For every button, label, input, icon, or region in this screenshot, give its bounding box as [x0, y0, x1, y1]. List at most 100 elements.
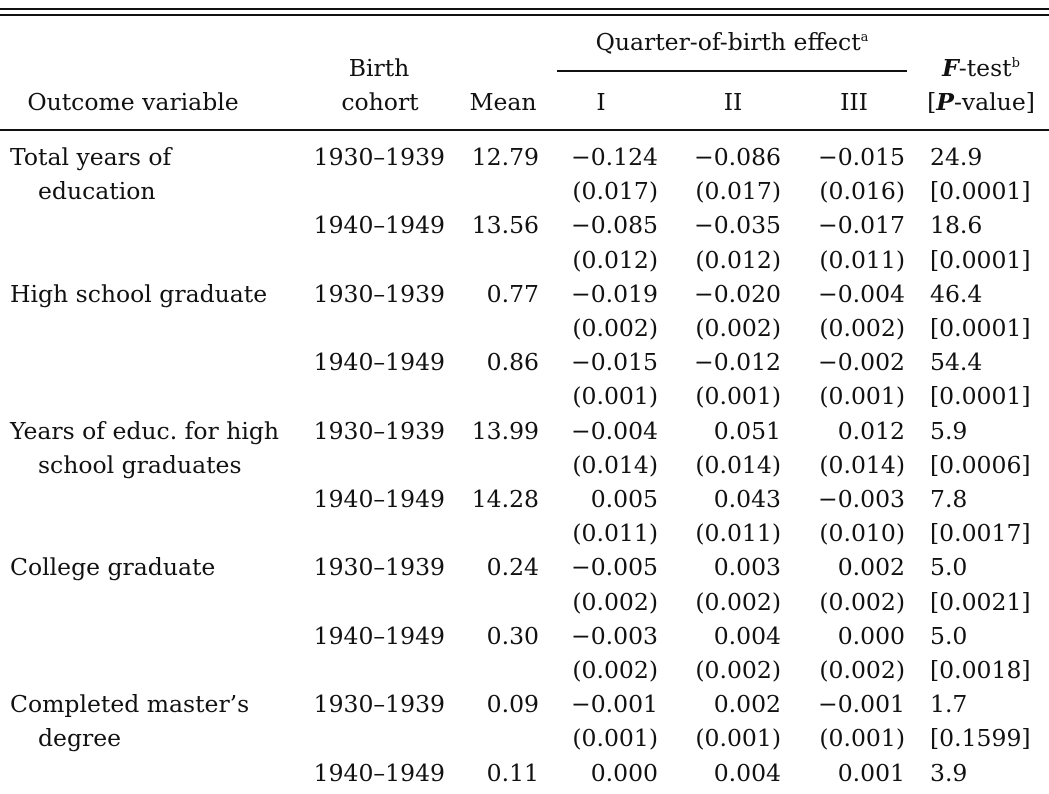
- cell-mean: 13.99: [471, 416, 539, 445]
- cell-q3: −0.002: [818, 348, 905, 377]
- cell-cohort: 1940–1949: [313, 485, 445, 513]
- cell-q2: 0.051: [713, 416, 781, 445]
- cell-q1: (0.002): [572, 656, 658, 684]
- cell-q3: 0.002: [837, 553, 905, 582]
- cell-q1: (0.001): [572, 724, 658, 753]
- cell-outcome: Total years of: [10, 143, 172, 171]
- cell-q2: 0.003: [713, 553, 781, 582]
- cell-f: 46.4: [930, 279, 983, 308]
- cell-q2: (0.011): [695, 519, 781, 548]
- cell-f: [0.0021]: [930, 587, 1031, 616]
- cell-q1: −0.015: [571, 348, 658, 377]
- cell-outcome: High school graduate: [10, 279, 268, 308]
- cell-q3: −0.017: [818, 211, 905, 240]
- header-q2: II: [723, 88, 743, 116]
- header-cohort: cohort: [341, 88, 419, 116]
- cell-f: 1.7: [930, 690, 968, 719]
- header-q1: I: [596, 88, 606, 116]
- cell-f: [0.0001]: [930, 245, 1031, 274]
- cell-mean: 13.56: [471, 211, 539, 240]
- cell-q1: (0.002): [572, 587, 658, 616]
- cell-f: 7.8: [930, 485, 968, 513]
- cell-q3: −0.004: [818, 279, 905, 308]
- header-quarter-effect: Quarter-of-birth effecta: [595, 28, 869, 56]
- cell-f: [0.0006]: [930, 450, 1031, 479]
- cell-q3: 0.001: [837, 758, 905, 787]
- cell-cohort: 1930–1939: [313, 416, 445, 445]
- cell-q3: (0.002): [819, 656, 905, 684]
- cell-q3: (0.014): [819, 450, 905, 479]
- header-mean: Mean: [469, 88, 537, 116]
- cell-q1: (0.011): [572, 519, 658, 548]
- cell-f: [0.0001]: [930, 382, 1031, 411]
- cell-q2: (0.014): [695, 450, 781, 479]
- cell-outcome: Completed master’s: [10, 690, 250, 719]
- header-birth: Birth: [348, 54, 410, 82]
- cell-f: [0.0001]: [930, 177, 1031, 206]
- cell-mean: 14.28: [471, 485, 539, 513]
- cell-f: 3.9: [930, 758, 968, 787]
- cell-f: 18.6: [930, 211, 983, 240]
- cell-q2: (0.012): [695, 245, 781, 274]
- cell-q3: 0.000: [837, 621, 905, 650]
- cell-q3: −0.015: [818, 143, 905, 171]
- cell-q1: (0.017): [572, 177, 658, 206]
- cell-q2: (0.001): [695, 382, 781, 411]
- cell-q1: −0.001: [571, 690, 658, 719]
- cell-q2: 0.043: [713, 485, 781, 513]
- cell-mean: 0.86: [486, 348, 539, 377]
- cell-q3: (0.001): [819, 724, 905, 753]
- cell-q3: −0.001: [818, 690, 905, 719]
- cell-q2: (0.002): [695, 656, 781, 684]
- cell-mean: 12.79: [471, 143, 539, 171]
- top-rule-1: [0, 8, 1049, 10]
- cell-f: [0.0017]: [930, 519, 1031, 548]
- cell-f: [0.0001]: [930, 314, 1031, 342]
- cell-q2: −0.020: [694, 279, 781, 308]
- cell-mean: 0.77: [486, 279, 539, 308]
- header-outcome-variable: Outcome variable: [27, 88, 239, 116]
- cell-q2: −0.086: [694, 143, 781, 171]
- cell-q3: (0.002): [819, 314, 905, 342]
- header-ftest: F-testb: [942, 54, 1020, 82]
- cell-outcome: College graduate: [10, 553, 216, 582]
- cell-q3: −0.003: [818, 485, 905, 513]
- cell-mean: 0.11: [486, 758, 539, 787]
- cell-q2: (0.017): [695, 177, 781, 206]
- cell-mean: 0.30: [486, 621, 539, 650]
- cell-cohort: 1930–1939: [313, 143, 445, 171]
- cell-q1: −0.019: [571, 279, 658, 308]
- cell-f: [0.0018]: [930, 656, 1031, 684]
- cell-q1: 0.005: [590, 485, 658, 513]
- cell-cohort: 1930–1939: [313, 279, 445, 308]
- cell-mean: 0.24: [486, 553, 539, 582]
- cell-q1: (0.012): [572, 245, 658, 274]
- cell-q2: (0.002): [695, 314, 781, 342]
- quarter-effect-rule: [557, 70, 907, 72]
- cell-cohort: 1930–1939: [313, 553, 445, 582]
- cell-q3: 0.012: [837, 416, 905, 445]
- cell-q3: (0.002): [819, 587, 905, 616]
- cell-mean: 0.09: [486, 690, 539, 719]
- header-bottom-rule: [0, 129, 1049, 131]
- cell-cohort: 1940–1949: [313, 758, 445, 787]
- cell-q2: 0.002: [713, 690, 781, 719]
- cell-q3: (0.016): [819, 177, 905, 206]
- top-rule-2: [0, 14, 1049, 16]
- cell-q2: (0.001): [695, 724, 781, 753]
- cell-f: 24.9: [930, 143, 983, 171]
- cell-cohort: 1930–1939: [313, 690, 445, 719]
- cell-q1: −0.004: [571, 416, 658, 445]
- cell-q2: 0.004: [713, 758, 781, 787]
- cell-f: 54.4: [930, 348, 983, 377]
- cell-cohort: 1940–1949: [313, 211, 445, 240]
- cell-f: 5.9: [930, 416, 968, 445]
- cell-q3: (0.010): [819, 519, 905, 548]
- cell-q3: (0.011): [819, 245, 905, 274]
- cell-cohort: 1940–1949: [313, 348, 445, 377]
- cell-outcome: degree: [38, 724, 122, 753]
- cell-outcome: education: [38, 177, 156, 206]
- cell-outcome: Years of educ. for high: [10, 416, 280, 445]
- cell-q2: −0.012: [694, 348, 781, 377]
- cell-q1: −0.003: [571, 621, 658, 650]
